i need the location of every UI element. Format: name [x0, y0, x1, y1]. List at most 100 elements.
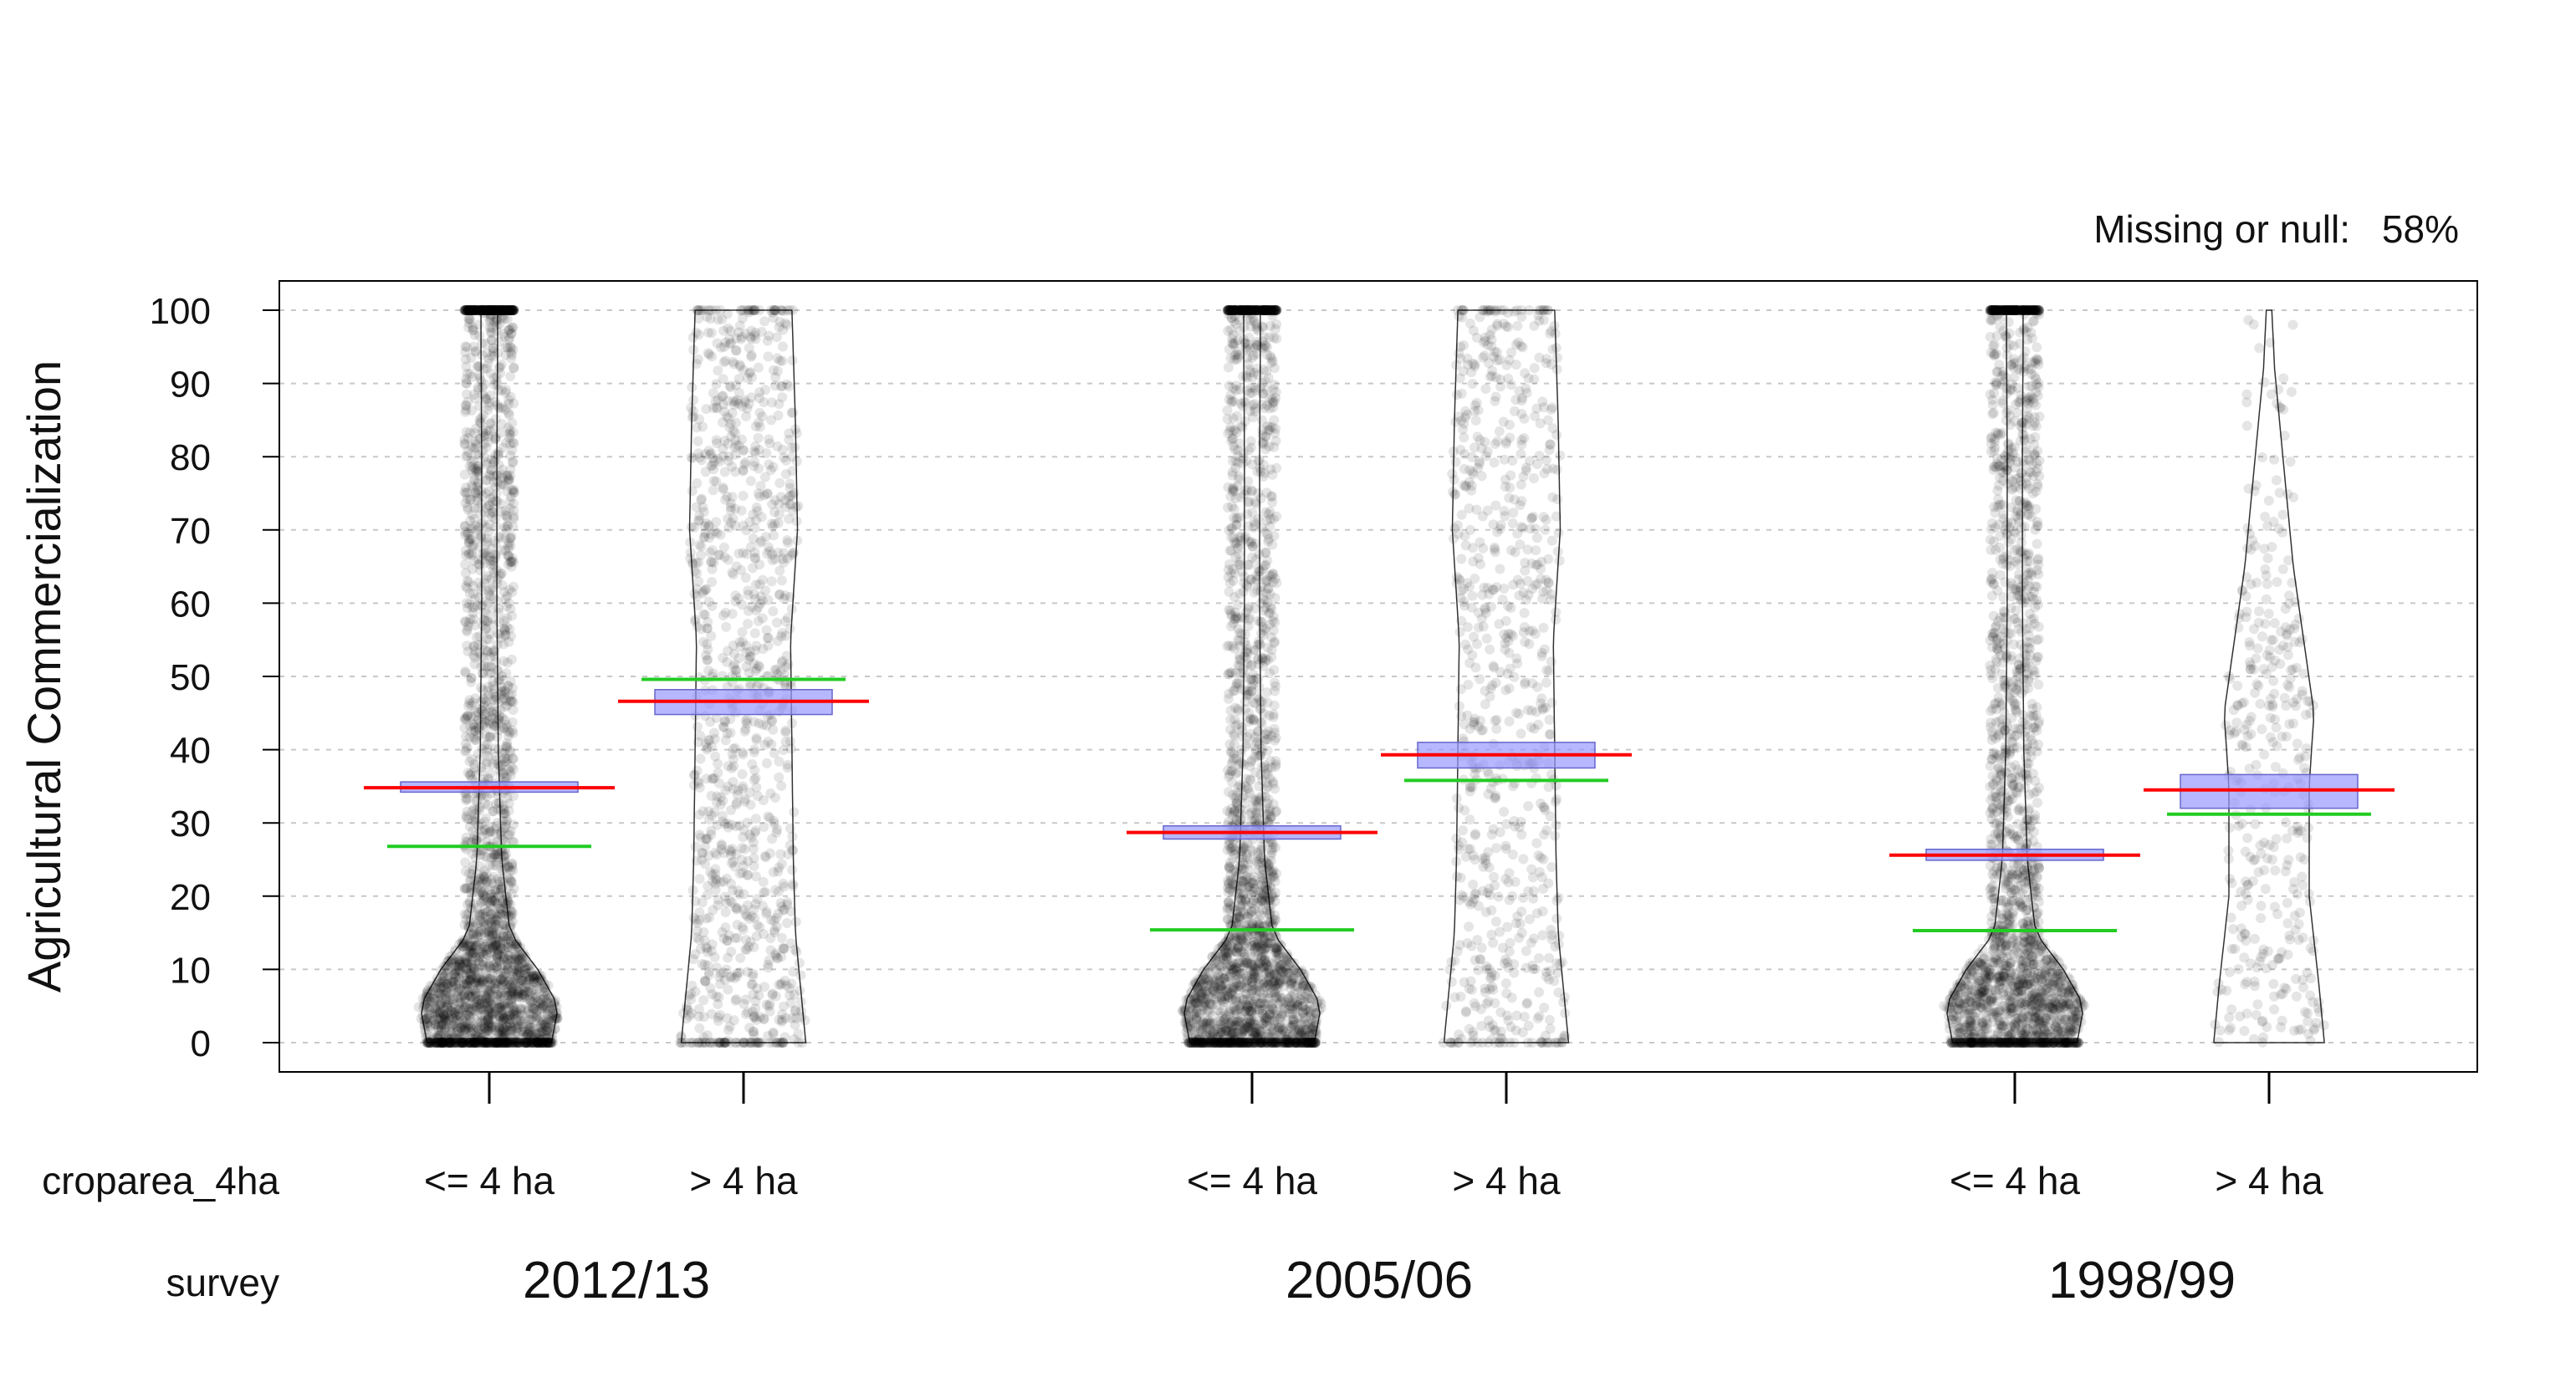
data-point — [473, 931, 483, 942]
data-point — [708, 460, 718, 471]
data-point — [498, 480, 509, 491]
data-point — [759, 1014, 769, 1025]
data-point — [750, 579, 761, 590]
data-point — [485, 899, 496, 910]
data-point — [481, 836, 492, 847]
data-point — [436, 965, 447, 976]
data-point — [725, 382, 736, 393]
data-point — [507, 888, 517, 899]
data-point — [776, 381, 787, 392]
data-point — [756, 535, 767, 546]
data-point — [484, 322, 495, 333]
data-point — [490, 305, 501, 315]
data-point — [515, 952, 526, 963]
data-point — [787, 355, 798, 365]
data-point — [693, 436, 703, 446]
data-point — [713, 900, 723, 911]
data-point — [506, 696, 517, 707]
data-point — [490, 743, 501, 754]
data-point — [739, 444, 749, 455]
data-point — [446, 956, 457, 967]
data-point — [503, 959, 514, 970]
data-point — [698, 421, 708, 432]
data-point — [499, 685, 510, 696]
data-point — [490, 553, 501, 564]
data-point — [498, 910, 509, 921]
data-point — [490, 482, 501, 492]
data-point — [749, 547, 760, 558]
data-point — [780, 725, 791, 736]
data-point — [436, 1025, 447, 1036]
point-cloud — [675, 305, 810, 1048]
data-point — [740, 572, 751, 583]
data-point — [778, 878, 789, 889]
data-point — [707, 810, 718, 821]
data-point — [493, 1002, 504, 1013]
data-point — [464, 989, 475, 1000]
data-point — [528, 1038, 539, 1048]
point-cloud — [413, 305, 563, 1048]
data-point — [703, 655, 713, 666]
data-point — [502, 814, 513, 825]
data-point — [488, 305, 499, 315]
data-point — [727, 748, 738, 759]
data-point — [474, 824, 485, 835]
data-point — [546, 1023, 557, 1034]
data-point — [534, 1038, 544, 1048]
data-point — [502, 520, 513, 531]
data-point — [793, 1038, 804, 1048]
data-point — [749, 827, 760, 838]
data-point — [506, 981, 517, 992]
data-point — [469, 329, 480, 340]
data-point — [498, 1038, 509, 1048]
data-point — [719, 891, 730, 902]
data-point — [501, 305, 512, 315]
data-point — [498, 402, 509, 413]
data-point — [491, 962, 502, 972]
data-point — [788, 407, 798, 418]
data-point — [476, 661, 487, 672]
data-point — [483, 896, 493, 907]
data-point — [469, 305, 480, 315]
data-point — [493, 714, 503, 725]
data-point — [468, 1038, 479, 1048]
data-point — [753, 362, 764, 373]
data-point — [505, 875, 516, 886]
data-point — [470, 1005, 481, 1016]
data-point — [503, 470, 513, 481]
data-point — [800, 1015, 810, 1026]
data-point — [501, 668, 512, 679]
data-point — [729, 659, 740, 670]
data-point — [726, 763, 737, 773]
data-point — [692, 722, 703, 732]
data-point — [459, 883, 470, 894]
data-point — [768, 724, 779, 735]
data-point — [476, 375, 487, 386]
data-point — [693, 576, 704, 587]
data-point — [428, 1038, 439, 1048]
data-point — [488, 379, 499, 390]
data-point — [513, 986, 524, 996]
data-point — [471, 449, 481, 460]
data-point — [471, 796, 482, 807]
data-point — [531, 1011, 542, 1022]
data-point — [544, 1015, 555, 1025]
data-point — [720, 907, 731, 917]
data-point — [473, 977, 484, 987]
data-point — [782, 535, 793, 545]
data-point — [491, 521, 501, 532]
data-point — [718, 325, 729, 336]
data-point — [451, 982, 462, 992]
data-point — [703, 960, 713, 971]
data-point — [480, 944, 491, 955]
data-point — [470, 977, 481, 988]
data-point — [711, 476, 722, 487]
data-point — [698, 995, 709, 1006]
data-point — [534, 1033, 545, 1044]
data-point — [756, 326, 767, 337]
data-point — [468, 759, 479, 769]
data-point — [466, 967, 477, 977]
data-point — [503, 911, 514, 921]
data-point — [431, 1038, 442, 1048]
data-point — [504, 874, 515, 885]
